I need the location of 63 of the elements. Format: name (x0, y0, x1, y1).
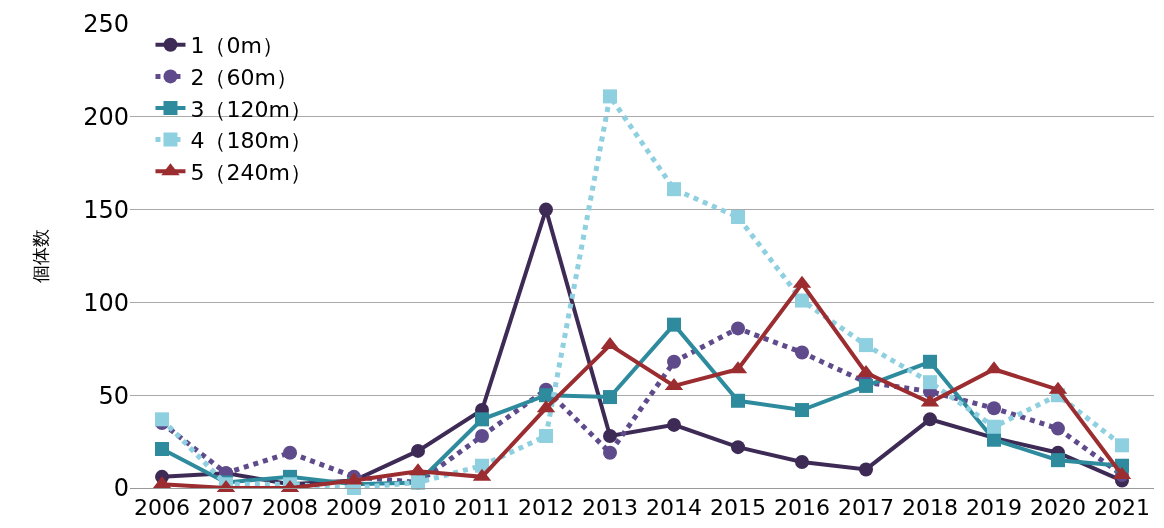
x-tick-label: 2015 (710, 495, 766, 521)
point (155, 442, 169, 457)
point (731, 210, 745, 225)
point (603, 390, 617, 405)
point (411, 443, 425, 458)
point (731, 393, 745, 408)
x-tick-label: 2020 (1030, 495, 1086, 521)
point (539, 429, 553, 444)
x-tick-label: 2019 (966, 495, 1022, 521)
legend-label: 1（0m） (190, 33, 284, 59)
point (923, 375, 937, 390)
x-tick-label: 2017 (838, 495, 894, 521)
y-tick-label: 200 (83, 103, 129, 132)
point (859, 462, 873, 477)
point (795, 345, 809, 360)
point (475, 412, 489, 427)
y-tick-label: 0 (113, 474, 129, 503)
point (283, 445, 297, 460)
x-tick-label: 2010 (390, 495, 446, 521)
point (731, 321, 745, 336)
point (667, 182, 681, 197)
legend-label: 5（240m） (190, 159, 312, 185)
point (155, 412, 169, 427)
point (603, 429, 617, 444)
point (667, 354, 681, 369)
point (539, 202, 553, 217)
x-tick-label: 2009 (326, 495, 382, 521)
x-tick-label: 2016 (774, 495, 830, 521)
x-tick-label: 2013 (582, 495, 638, 521)
point (667, 417, 681, 432)
x-tick-label: 2014 (646, 495, 702, 521)
y-tick-label: 100 (83, 288, 129, 317)
point (923, 354, 937, 369)
y-tick-label: 250 (83, 10, 129, 39)
y-tick-label: 50 (98, 381, 129, 410)
x-tick-label: 2012 (518, 495, 574, 521)
y-axis-title: 個体数 (30, 229, 52, 283)
point (1051, 453, 1065, 468)
point (731, 440, 745, 455)
legend-label: 3（120m） (190, 96, 312, 122)
point (795, 293, 809, 308)
legend-label: 2（60m） (190, 64, 298, 90)
point (987, 401, 1001, 416)
point (859, 338, 873, 353)
point (987, 419, 1001, 434)
y-tick-label: 150 (83, 196, 129, 224)
point (539, 388, 553, 403)
legend-label: 4（180m） (190, 128, 312, 154)
point (1051, 421, 1065, 436)
point (795, 403, 809, 418)
point (923, 412, 937, 427)
x-tick-label: 2018 (902, 495, 958, 521)
x-tick-label: 2007 (198, 495, 254, 521)
x-tick-label: 2006 (134, 495, 190, 521)
point (795, 455, 809, 470)
point (603, 89, 617, 104)
x-tick-label: 2021 (1094, 495, 1150, 521)
point (1115, 438, 1129, 453)
x-tick-label: 2011 (454, 495, 510, 521)
point (475, 429, 489, 444)
point (667, 317, 681, 332)
x-tick-label: 2008 (262, 495, 318, 521)
point (603, 445, 617, 460)
